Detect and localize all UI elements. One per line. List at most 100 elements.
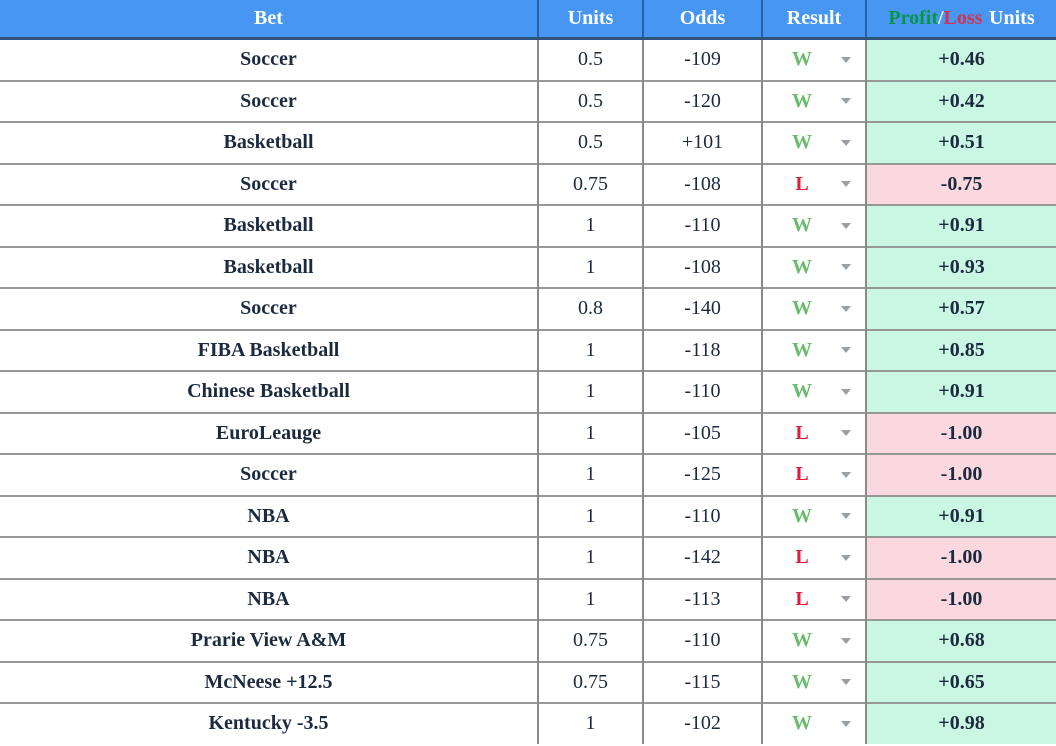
bet-cell: Soccer [0, 453, 538, 496]
profit-loss-cell: +0.91 [865, 370, 1056, 413]
odds-cell: -109 [642, 38, 762, 81]
result-dropdown[interactable]: L [763, 414, 865, 454]
caret-down-icon [841, 637, 851, 644]
caret-down-icon [841, 471, 851, 478]
header-units-word: Units [989, 7, 1035, 29]
result-letter: W [792, 338, 812, 361]
result-cell: L [761, 411, 866, 454]
result-cell: W [761, 287, 866, 330]
result-cell: W [761, 619, 866, 662]
odds-cell: -140 [642, 287, 762, 330]
profit-loss-cell: +0.65 [865, 660, 1056, 703]
table-row: Soccer 0.5 -109 W +0.46 [0, 38, 1056, 81]
bet-cell: Kentucky -3.5 [0, 702, 538, 744]
result-dropdown[interactable]: W [763, 331, 865, 371]
bet-cell: Soccer [0, 162, 538, 205]
table-row: NBA 1 -110 W +0.91 [0, 494, 1056, 537]
result-dropdown[interactable]: W [763, 123, 865, 163]
table-row: FIBA Basketball 1 -118 W +0.85 [0, 328, 1056, 371]
result-cell: L [761, 577, 866, 620]
bet-cell: Soccer [0, 79, 538, 122]
result-letter: L [795, 463, 809, 486]
bet-cell: Basketball [0, 121, 538, 164]
result-letter: W [792, 214, 812, 237]
header-odds: Odds [642, 0, 762, 40]
caret-down-icon [841, 98, 851, 105]
odds-cell: -110 [642, 204, 762, 247]
result-dropdown[interactable]: W [763, 248, 865, 288]
table-row: NBA 1 -113 L -1.00 [0, 577, 1056, 620]
result-dropdown[interactable]: L [763, 455, 865, 495]
header-bet: Bet [0, 0, 538, 40]
result-dropdown[interactable]: W [763, 621, 865, 661]
result-dropdown[interactable]: L [763, 165, 865, 205]
table-row: Soccer 0.75 -108 L -0.75 [0, 162, 1056, 205]
result-letter: W [792, 255, 812, 278]
result-cell: W [761, 204, 866, 247]
result-letter: W [792, 89, 812, 112]
bet-cell: Prarie View A&M [0, 619, 538, 662]
result-cell: W [761, 660, 866, 703]
result-cell: W [761, 494, 866, 537]
result-dropdown[interactable]: W [763, 206, 865, 246]
result-cell: W [761, 328, 866, 371]
units-cell: 1 [537, 702, 643, 744]
table-row: Soccer 0.5 -120 W +0.42 [0, 79, 1056, 122]
bet-cell: EuroLeauge [0, 411, 538, 454]
caret-down-icon [841, 222, 851, 229]
result-dropdown[interactable]: W [763, 289, 865, 329]
result-dropdown[interactable]: W [763, 82, 865, 122]
units-cell: 0.5 [537, 79, 643, 122]
bet-cell: Soccer [0, 38, 538, 81]
caret-down-icon [841, 139, 851, 146]
bet-cell: Soccer [0, 287, 538, 330]
result-dropdown[interactable]: L [763, 580, 865, 620]
caret-down-icon [841, 388, 851, 395]
table-row: EuroLeauge 1 -105 L -1.00 [0, 411, 1056, 454]
units-cell: 0.75 [537, 619, 643, 662]
profit-loss-cell: -1.00 [865, 453, 1056, 496]
profit-loss-cell: +0.98 [865, 702, 1056, 744]
bet-table-body: Soccer 0.5 -109 W +0.46 Soccer 0.5 -120 … [0, 38, 1056, 744]
profit-loss-cell: +0.85 [865, 328, 1056, 371]
profit-loss-cell: +0.93 [865, 245, 1056, 288]
caret-down-icon [841, 720, 851, 727]
bet-cell: Basketball [0, 204, 538, 247]
odds-cell: -120 [642, 79, 762, 122]
result-dropdown[interactable]: W [763, 663, 865, 703]
profit-loss-cell: -0.75 [865, 162, 1056, 205]
header-profit-word: Profit [888, 7, 938, 29]
odds-cell: -125 [642, 453, 762, 496]
result-letter: W [792, 504, 812, 527]
result-letter: W [792, 48, 812, 71]
odds-cell: -118 [642, 328, 762, 371]
header-loss-word: Loss [943, 7, 983, 29]
result-dropdown[interactable]: W [763, 40, 865, 80]
profit-loss-cell: +0.91 [865, 494, 1056, 537]
caret-down-icon [841, 513, 851, 520]
result-dropdown[interactable]: W [763, 704, 865, 744]
units-cell: 1 [537, 494, 643, 537]
header-row: Bet Units Odds Result Profit/Loss Units [0, 0, 1056, 40]
header-profit-loss-units: Profit/Loss Units [865, 0, 1056, 40]
caret-down-icon [841, 596, 851, 603]
result-dropdown[interactable]: L [763, 538, 865, 578]
header-units: Units [537, 0, 643, 40]
table-row: Prarie View A&M 0.75 -110 W +0.68 [0, 619, 1056, 662]
odds-cell: -110 [642, 370, 762, 413]
units-cell: 1 [537, 577, 643, 620]
table-row: Chinese Basketball 1 -110 W +0.91 [0, 370, 1056, 413]
caret-down-icon [841, 264, 851, 271]
odds-cell: -108 [642, 162, 762, 205]
result-dropdown[interactable]: W [763, 497, 865, 537]
result-letter: W [792, 131, 812, 154]
result-dropdown[interactable]: W [763, 372, 865, 412]
units-cell: 0.5 [537, 121, 643, 164]
units-cell: 0.8 [537, 287, 643, 330]
units-cell: 0.5 [537, 38, 643, 81]
units-cell: 1 [537, 536, 643, 579]
profit-loss-cell: -1.00 [865, 577, 1056, 620]
header-slash: / [937, 7, 944, 29]
units-cell: 1 [537, 370, 643, 413]
